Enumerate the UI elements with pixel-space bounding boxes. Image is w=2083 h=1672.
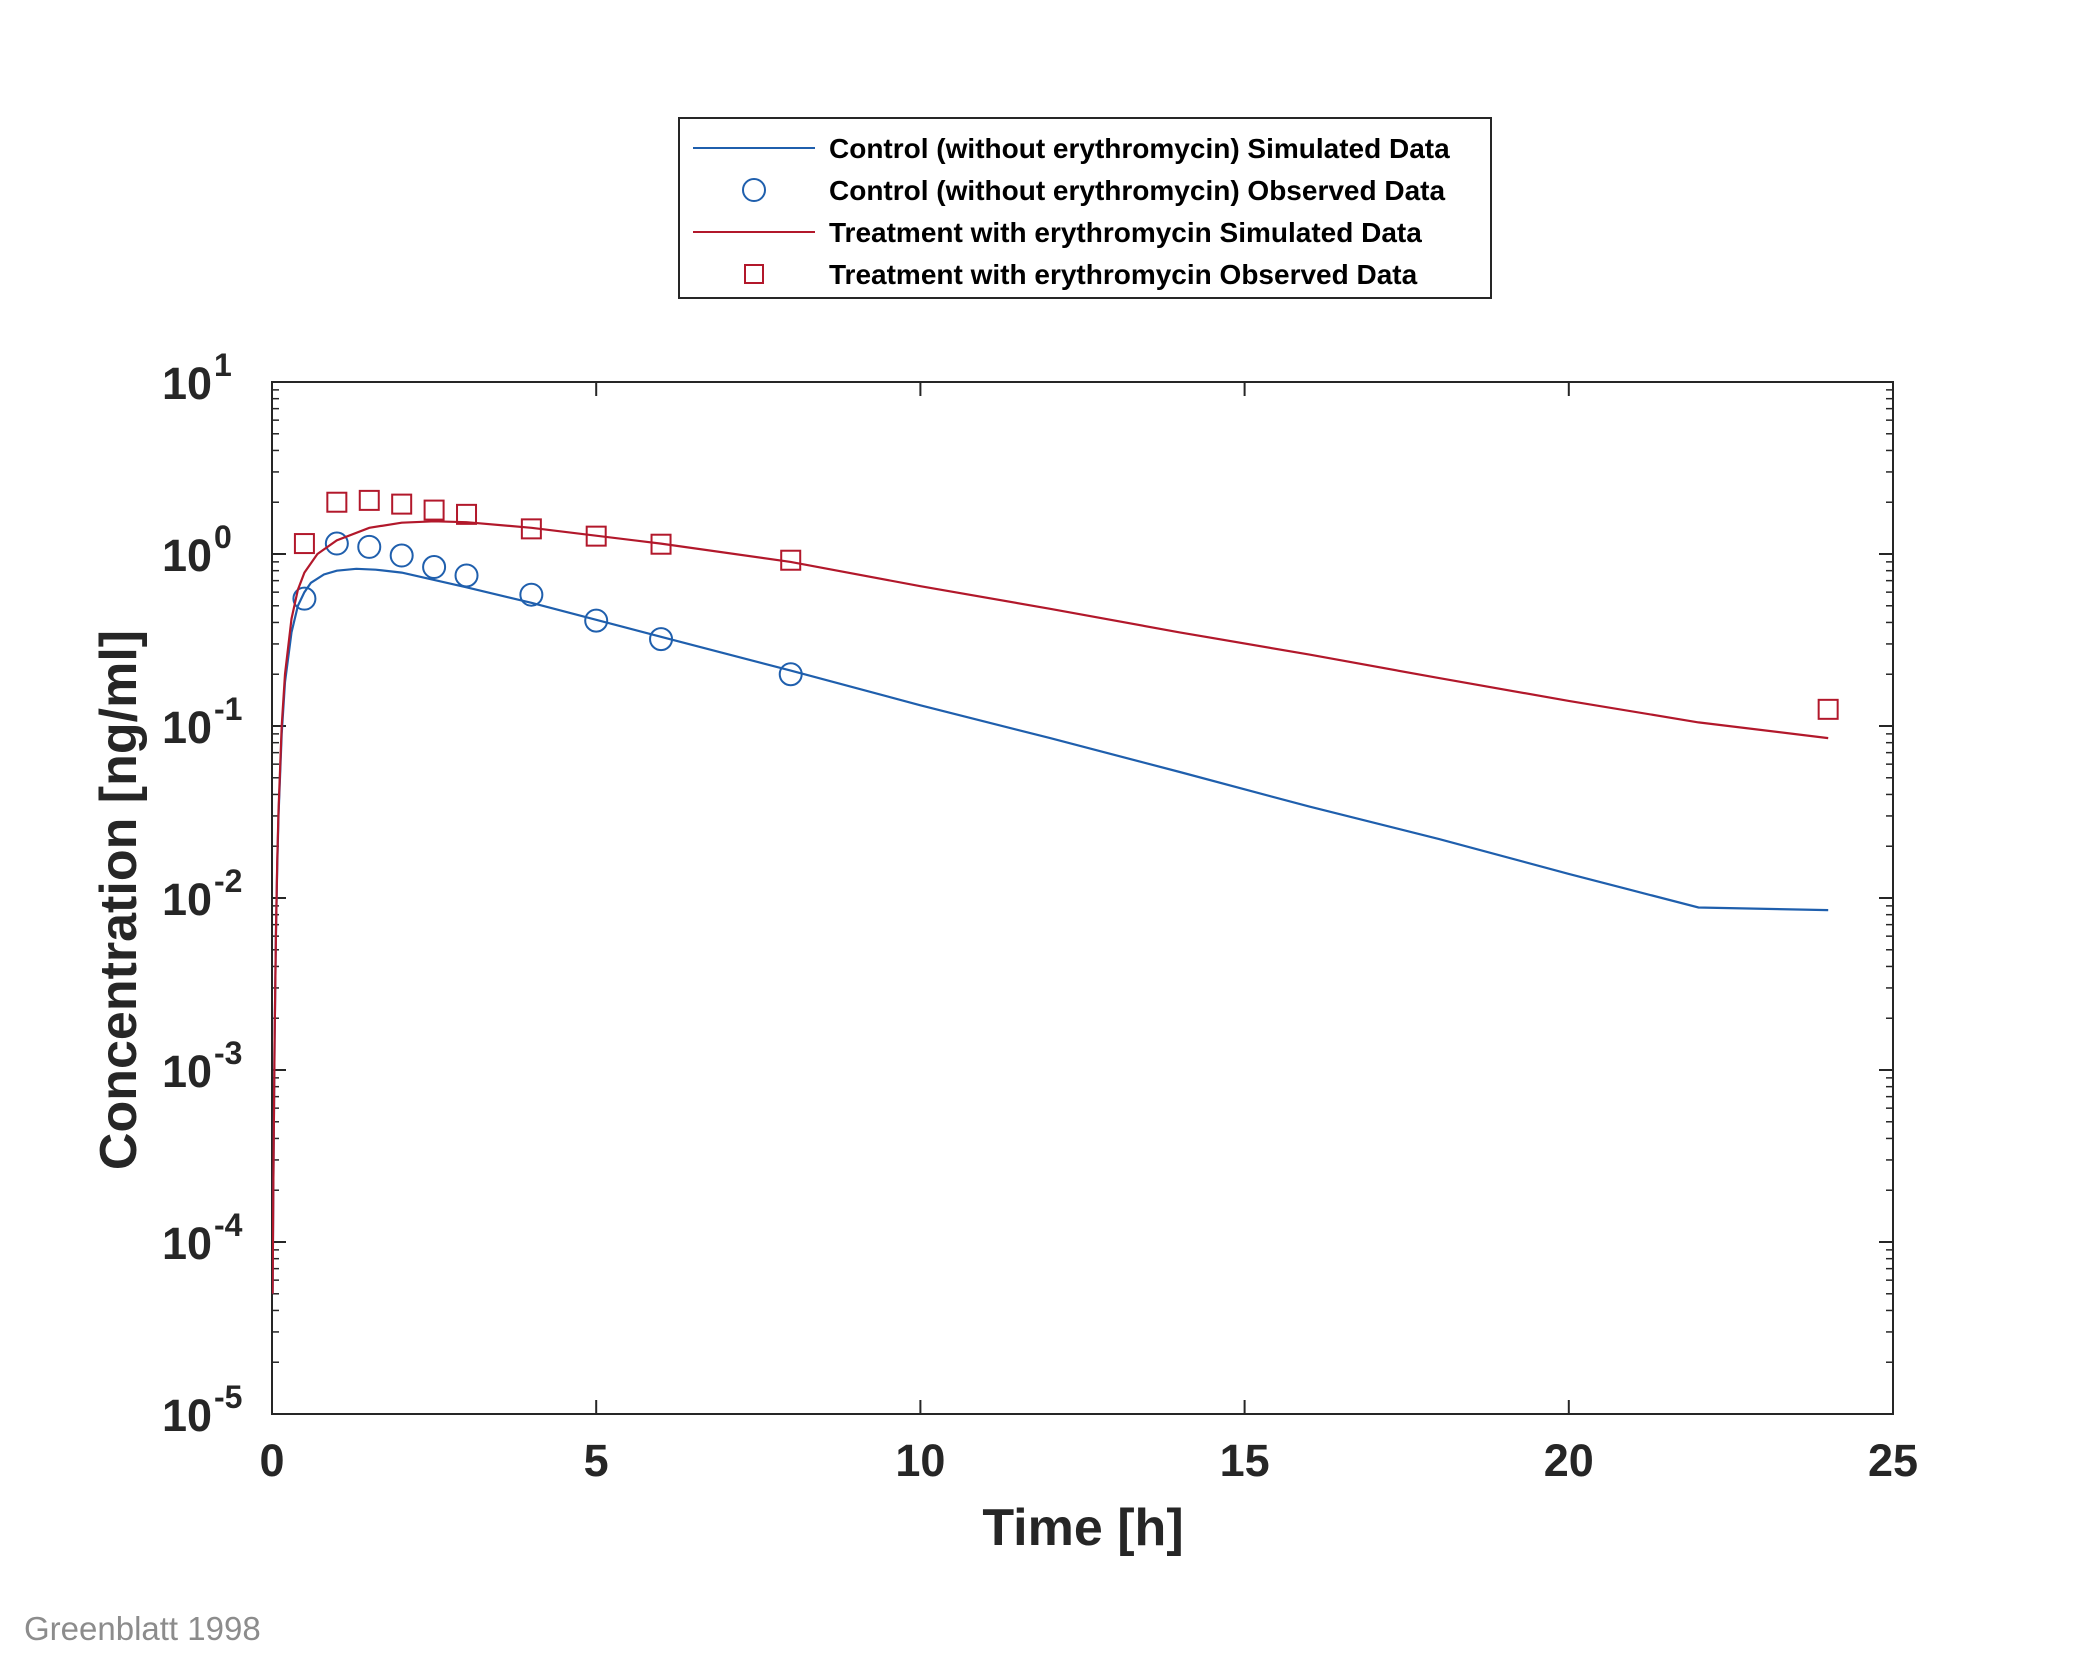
legend-label-treatment-with-erythromycin-observed-data: Treatment with erythromycin Observed Dat…: [829, 259, 1418, 290]
marker-square-treatment-with-erythromycin-observed-data: [650, 533, 672, 555]
plot-frame: [271, 381, 1894, 1415]
marker-circle-control-without-erythromycin-observed-data: [292, 586, 317, 611]
marker-square-treatment-with-erythromycin-observed-data: [423, 499, 445, 521]
legend-label-treatment-with-erythromycin-simulated-data: Treatment with erythromycin Simulated Da…: [829, 217, 1422, 248]
y-axis-label: Concentration [ng/ml]: [90, 630, 148, 1170]
marker-circle-control-without-erythromycin-observed-data: [422, 555, 447, 580]
data-layer: [272, 489, 1839, 1294]
marker-square-treatment-with-erythromycin-observed-data: [326, 491, 348, 513]
y-tick-exponent: -2: [214, 863, 242, 899]
legend-label-control-without-erythromycin-observed-data: Control (without erythromycin) Observed …: [829, 175, 1445, 206]
y-tick-label: 10: [162, 530, 212, 581]
y-tick-exponent: -3: [214, 1035, 242, 1071]
marker-circle-control-without-erythromycin-observed-data: [357, 534, 382, 559]
series-line-treatment-with-erythromycin-simulated-data: [272, 520, 1829, 1294]
marker-square-treatment-with-erythromycin-observed-data: [391, 493, 413, 515]
y-tick-label: 10: [162, 874, 212, 925]
marker-circle-control-without-erythromycin-observed-data: [454, 563, 479, 588]
marker-square-treatment-with-erythromycin-observed-data: [358, 489, 380, 511]
y-tick-exponent: -5: [214, 1379, 242, 1415]
marker-circle-control-without-erythromycin-observed-data: [389, 543, 414, 568]
x-tick-label: 5: [584, 1435, 609, 1486]
y-tick-label: 10: [162, 702, 212, 753]
marker-circle-control-without-erythromycin-observed-data: [778, 662, 803, 687]
marker-circle-control-without-erythromycin-observed-data: [649, 627, 674, 652]
marker-square-treatment-with-erythromycin-observed-data: [456, 503, 478, 525]
y-tick-exponent: 0: [214, 519, 232, 555]
x-tick-label: 10: [895, 1435, 945, 1486]
marker-circle-control-without-erythromycin-observed-data: [584, 608, 609, 633]
x-tick-label: 15: [1220, 1435, 1270, 1486]
source-note: Greenblatt 1998: [24, 1610, 261, 1647]
y-tick-label: 10: [162, 1046, 212, 1097]
marker-square-treatment-with-erythromycin-observed-data: [520, 518, 542, 540]
y-tick-label: 10: [162, 1390, 212, 1441]
y-tick-exponent: -4: [214, 1207, 243, 1243]
marker-square-treatment-with-erythromycin-observed-data: [780, 549, 802, 571]
marker-circle-control-without-erythromycin-observed-data: [324, 531, 349, 556]
x-tick-label: 20: [1544, 1435, 1594, 1486]
legend-label-control-without-erythromycin-simulated-data: Control (without erythromycin) Simulated…: [829, 133, 1450, 164]
legend-swatch-control-without-erythromycin-observed-data: [742, 178, 766, 202]
marker-square-treatment-with-erythromycin-observed-data: [585, 525, 607, 547]
y-tick-exponent: -1: [214, 691, 242, 727]
x-tick-label: 25: [1868, 1435, 1918, 1486]
legend-swatch-treatment-with-erythromycin-observed-data: [744, 264, 764, 284]
y-tick-label: 10: [162, 1218, 212, 1269]
marker-square-treatment-with-erythromycin-observed-data: [1817, 698, 1839, 720]
y-tick-exponent: 1: [214, 347, 232, 383]
marker-square-treatment-with-erythromycin-observed-data: [293, 533, 315, 555]
legend: Control (without erythromycin) Simulated…: [678, 117, 1492, 299]
marker-circle-control-without-erythromycin-observed-data: [519, 582, 544, 607]
y-tick-label: 10: [162, 358, 212, 409]
x-tick-label: 0: [259, 1435, 284, 1486]
x-axis-label: Time [h]: [982, 1499, 1183, 1557]
